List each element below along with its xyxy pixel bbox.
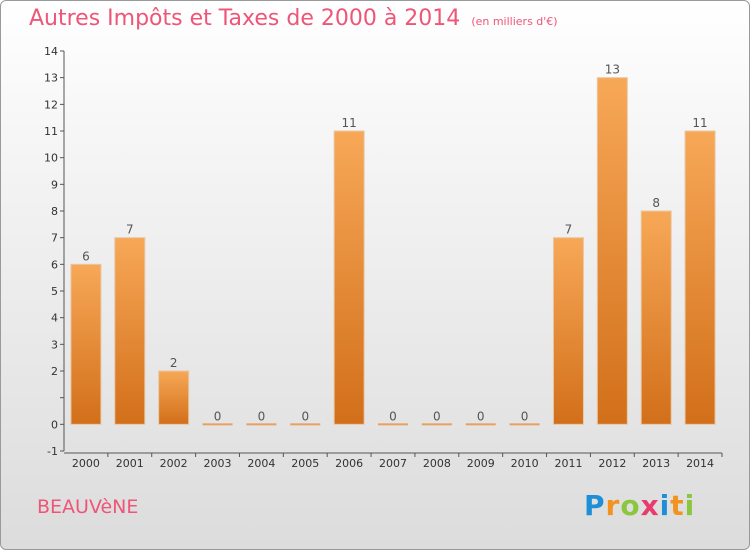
y-tick-label: 8	[51, 205, 58, 218]
data-label: 13	[605, 63, 620, 77]
bar	[640, 210, 672, 425]
data-label: 0	[301, 409, 309, 423]
data-label: 2	[170, 356, 178, 370]
bar	[684, 130, 716, 425]
x-tick-label: 2012	[598, 457, 626, 470]
logo-letter: o	[620, 489, 641, 522]
data-label: 0	[477, 409, 485, 423]
data-label: 0	[433, 409, 441, 423]
data-label: 0	[389, 409, 397, 423]
data-label: 0	[258, 409, 266, 423]
x-tick-label: 2004	[247, 457, 275, 470]
x-tick-label: 2006	[335, 457, 363, 470]
bar	[246, 423, 277, 426]
y-tick-label: 9	[51, 178, 58, 191]
data-label: 6	[82, 249, 90, 263]
y-tick-label: 10	[44, 152, 58, 165]
x-tick-label: 2010	[511, 457, 539, 470]
chart-subtitle: (en milliers d'€)	[471, 15, 558, 28]
bar	[158, 370, 190, 425]
y-tick-label: 5	[51, 285, 58, 298]
x-tick-label: 2007	[379, 457, 407, 470]
chart-title-text: Autres Impôts et Taxes de 2000 à 2014	[29, 6, 461, 31]
bar	[421, 423, 452, 426]
bar	[378, 423, 408, 426]
data-label: 0	[214, 409, 222, 423]
commune-name: BEAUVèNE	[37, 496, 139, 518]
y-tick-label: -1	[47, 445, 58, 458]
logo-letter: t	[670, 489, 685, 522]
data-label: 8	[652, 196, 660, 210]
x-tick-label: 2008	[423, 457, 451, 470]
bar	[465, 423, 496, 426]
y-tick-label: 0	[51, 418, 58, 431]
bar	[114, 237, 146, 425]
bar	[509, 423, 540, 426]
y-tick-label: 3	[51, 338, 58, 351]
bar	[596, 77, 628, 425]
data-label: 0	[521, 409, 529, 423]
logo-letter: P	[584, 489, 606, 522]
logo-letter: r	[605, 489, 621, 522]
data-label: 7	[565, 223, 573, 237]
logo-letter: i	[684, 489, 696, 522]
y-tick-label: 6	[51, 258, 58, 271]
x-tick-label: 2013	[642, 457, 670, 470]
x-tick-label: 2014	[686, 457, 714, 470]
logo-letter: i	[659, 489, 671, 522]
y-tick-label: 13	[44, 72, 58, 85]
y-tick-label: 2	[51, 365, 58, 378]
x-tick-label: 2005	[291, 457, 319, 470]
bar	[290, 423, 321, 426]
y-tick-label: 14	[44, 45, 58, 58]
x-tick-label: 2011	[554, 457, 582, 470]
x-tick-label: 2000	[72, 457, 100, 470]
proxiti-logo[interactable]: Proxiti	[584, 489, 695, 522]
x-tick-label: 2001	[116, 457, 144, 470]
data-label: 7	[126, 223, 134, 237]
bar	[333, 130, 365, 425]
x-tick-label: 2003	[204, 457, 232, 470]
data-label: 11	[341, 116, 356, 130]
data-label: 11	[692, 116, 707, 130]
y-tick-label: 12	[44, 98, 58, 111]
x-tick-label: 2009	[467, 457, 495, 470]
x-tick-label: 2002	[160, 457, 188, 470]
bar	[70, 263, 102, 425]
y-tick-label: 4	[51, 312, 58, 325]
bar	[202, 423, 233, 426]
bar	[552, 237, 584, 425]
chart-title: Autres Impôts et Taxes de 2000 à 2014 (e…	[29, 6, 558, 31]
y-tick-label: 11	[44, 125, 58, 138]
logo-letter: x	[640, 489, 660, 522]
y-tick-label: 7	[51, 232, 58, 245]
